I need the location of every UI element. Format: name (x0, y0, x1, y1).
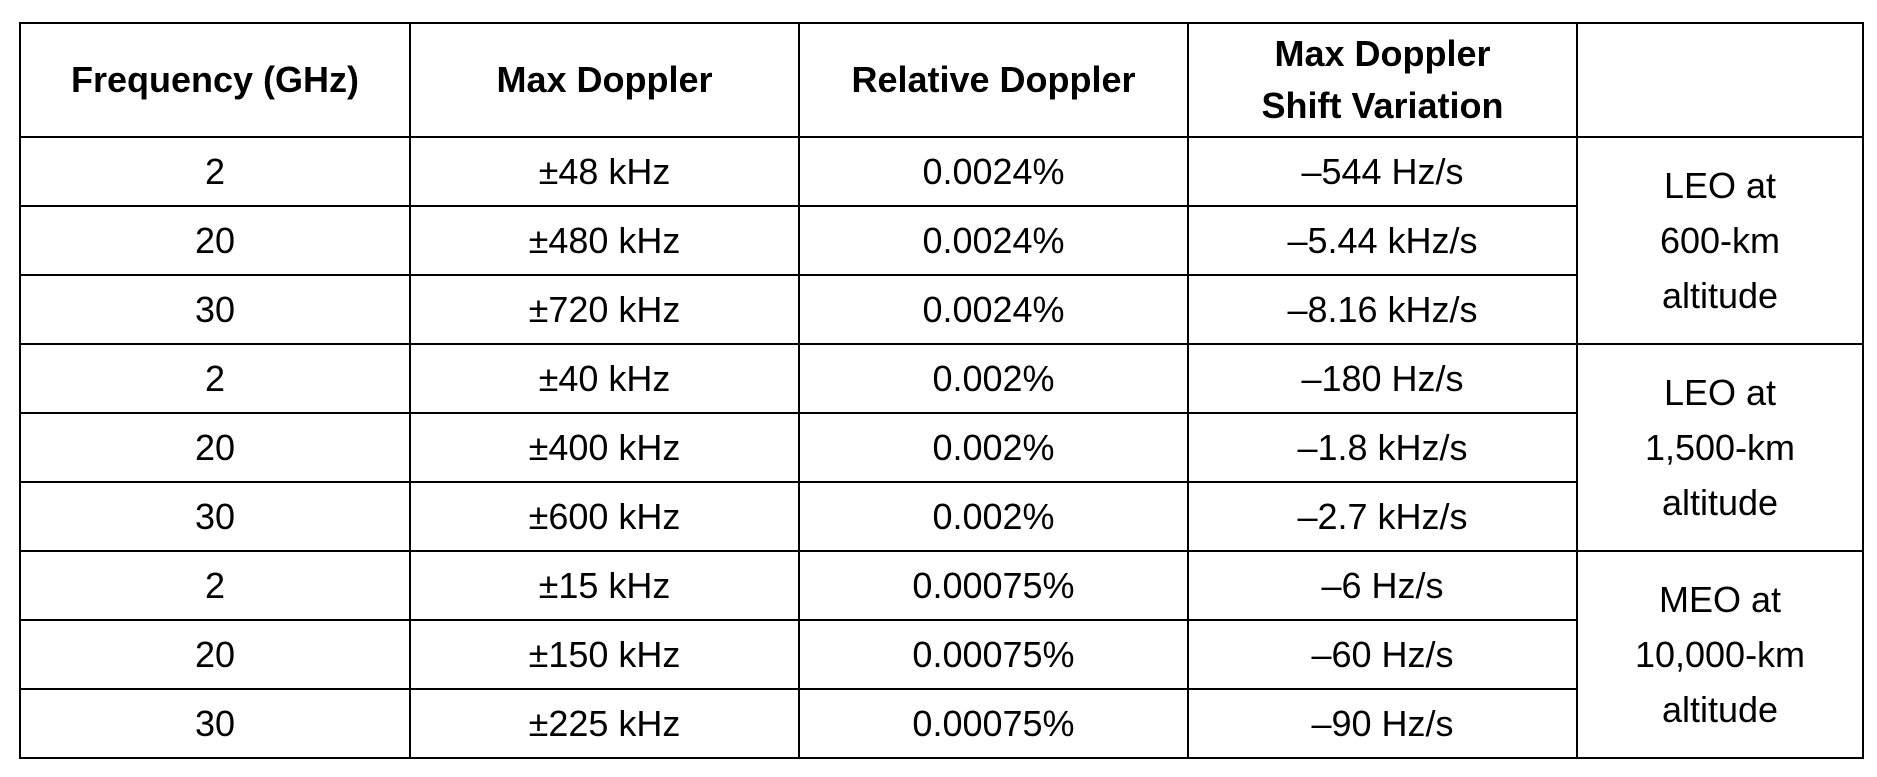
cell-relative-doppler: 0.00075% (798, 550, 1189, 621)
orbit-group-label-line: 1,500-km (1644, 427, 1796, 468)
header-max-doppler-label: Max Doppler (496, 59, 713, 100)
header-frequency-label: Frequency (GHz) (70, 59, 360, 100)
cell-frequency: 30 (19, 274, 411, 345)
cell-max-doppler: ±600 kHz (409, 481, 800, 552)
cell-max-doppler: ±225 kHz (409, 688, 800, 759)
cell-shift-variation: –2.7 kHz/s (1187, 481, 1578, 552)
cell-max-doppler: ±150 kHz (409, 619, 800, 690)
cell-frequency: 2 (19, 550, 411, 621)
cell-max-doppler: ±400 kHz (409, 412, 800, 483)
cell-relative-doppler: 0.002% (798, 343, 1189, 414)
header-relative-doppler: Relative Doppler (798, 22, 1189, 138)
header-shift-variation: Max Doppler Shift Variation (1187, 22, 1578, 138)
cell-shift-variation: –180 Hz/s (1187, 343, 1578, 414)
orbit-group-label-line: altitude (1661, 482, 1779, 523)
cell-relative-doppler: 0.002% (798, 481, 1189, 552)
doppler-table: Frequency (GHz) Max Doppler Relative Dop… (19, 22, 1864, 759)
orbit-group-label-line: 10,000-km (1634, 634, 1806, 675)
cell-relative-doppler: 0.00075% (798, 619, 1189, 690)
cell-frequency: 2 (19, 343, 411, 414)
header-row: Frequency (GHz) Max Doppler Relative Dop… (19, 22, 1864, 138)
cell-shift-variation: –544 Hz/s (1187, 136, 1578, 207)
header-shift-variation-line-1: Max Doppler (1274, 33, 1491, 74)
cell-shift-variation: –5.44 kHz/s (1187, 205, 1578, 276)
orbit-group-label-line: altitude (1661, 275, 1779, 316)
cell-relative-doppler: 0.00075% (798, 688, 1189, 759)
cell-max-doppler: ±40 kHz (409, 343, 800, 414)
cell-relative-doppler: 0.0024% (798, 205, 1189, 276)
cell-frequency: 30 (19, 481, 411, 552)
orbit-group-label-line: altitude (1661, 689, 1779, 730)
cell-frequency: 20 (19, 205, 411, 276)
cell-max-doppler: ±480 kHz (409, 205, 800, 276)
cell-frequency: 30 (19, 688, 411, 759)
cell-frequency: 20 (19, 619, 411, 690)
cell-relative-doppler: 0.002% (798, 412, 1189, 483)
table-row: 30 ±225 kHz 0.00075% –90 Hz/s (19, 688, 1863, 759)
orbit-group-label-line: 600-km (1659, 220, 1781, 261)
header-max-doppler: Max Doppler (409, 22, 800, 138)
cell-frequency: 2 (19, 136, 411, 207)
cell-shift-variation: –8.16 kHz/s (1187, 274, 1578, 345)
doppler-table-container: Frequency (GHz) Max Doppler Relative Dop… (19, 22, 1864, 759)
orbit-group-label-line: MEO at (1658, 579, 1782, 620)
table-row: 2 ±40 kHz 0.002% –180 Hz/s LEO at 1,500-… (19, 343, 1864, 552)
header-orbit (1576, 22, 1864, 138)
table-row: 30 ±600 kHz 0.002% –2.7 kHz/s (19, 481, 1863, 552)
orbit-group-label: LEO at 600-km altitude (1576, 136, 1864, 345)
header-relative-doppler-label: Relative Doppler (851, 59, 1136, 100)
table-row: 20 ±480 kHz 0.0024% –5.44 kHz/s (19, 205, 1863, 276)
header-frequency: Frequency (GHz) (19, 22, 411, 138)
cell-max-doppler: ±15 kHz (409, 550, 800, 621)
cell-relative-doppler: 0.0024% (798, 136, 1189, 207)
table-row: 2 ±15 kHz 0.00075% –6 Hz/s MEO at 10,000… (19, 550, 1864, 759)
table-row: 20 ±150 kHz 0.00075% –60 Hz/s (19, 619, 1863, 690)
orbit-group-label: LEO at 1,500-km altitude (1576, 343, 1864, 552)
cell-max-doppler: ±720 kHz (409, 274, 800, 345)
table-row: 20 ±400 kHz 0.002% –1.8 kHz/s (19, 412, 1863, 483)
table-row: 2 ±48 kHz 0.0024% –544 Hz/s LEO at 600-k… (19, 136, 1864, 345)
orbit-group-label-line: LEO at (1663, 372, 1777, 413)
table-row: 30 ±720 kHz 0.0024% –8.16 kHz/s (19, 274, 1863, 345)
cell-max-doppler: ±48 kHz (409, 136, 800, 207)
cell-relative-doppler: 0.0024% (798, 274, 1189, 345)
orbit-group-label-line: LEO at (1663, 165, 1777, 206)
cell-shift-variation: –1.8 kHz/s (1187, 412, 1578, 483)
orbit-group-label: MEO at 10,000-km altitude (1576, 550, 1864, 759)
cell-shift-variation: –60 Hz/s (1187, 619, 1578, 690)
cell-frequency: 20 (19, 412, 411, 483)
cell-shift-variation: –90 Hz/s (1187, 688, 1578, 759)
cell-shift-variation: –6 Hz/s (1187, 550, 1578, 621)
header-shift-variation-line-2: Shift Variation (1261, 85, 1504, 126)
